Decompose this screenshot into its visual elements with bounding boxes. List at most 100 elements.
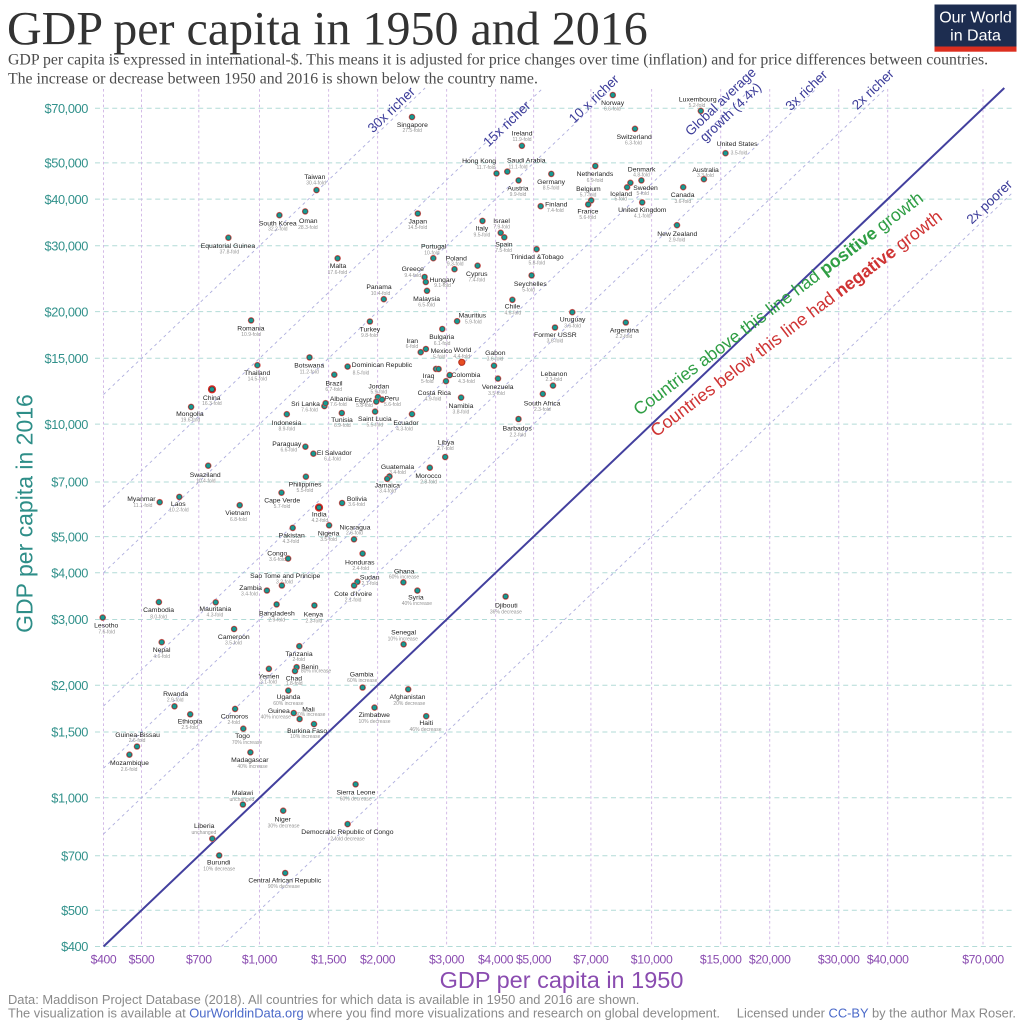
svg-text:10.9-fold: 10.9-fold: [241, 332, 261, 338]
svg-text:Niger: Niger: [275, 816, 292, 823]
svg-text:Gambia: Gambia: [350, 671, 374, 678]
svg-text:Ireland: Ireland: [512, 131, 533, 138]
svg-text:Mexico: Mexico: [431, 348, 453, 355]
svg-text:Portugal: Portugal: [421, 244, 447, 251]
svg-text:9.5-fold: 9.5-fold: [474, 233, 491, 239]
svg-text:Cyprus: Cyprus: [466, 271, 488, 278]
svg-text:GDP per capita in 1950: GDP per capita in 1950: [440, 967, 684, 993]
svg-text:19.6-fold: 19.6-fold: [181, 418, 201, 424]
svg-text:Cape Verde: Cape Verde: [264, 498, 300, 505]
svg-text:2.6-fold: 2.6-fold: [346, 531, 363, 537]
svg-text:$5,000: $5,000: [51, 529, 88, 544]
svg-text:India: India: [312, 512, 327, 519]
svg-text:Costa Rica: Costa Rica: [418, 390, 451, 397]
svg-text:2.5-fold: 2.5-fold: [181, 725, 198, 731]
svg-text:Turkey: Turkey: [360, 326, 381, 333]
svg-text:World: World: [454, 347, 472, 354]
svg-text:Barbados: Barbados: [503, 426, 533, 433]
svg-text:$2,000: $2,000: [360, 953, 396, 967]
svg-text:$500: $500: [129, 953, 155, 967]
svg-text:3.4-fold: 3.4-fold: [389, 470, 406, 476]
svg-text:Switzerland: Switzerland: [617, 134, 652, 141]
svg-text:4.4-fold: 4.4-fold: [453, 354, 470, 360]
svg-text:unchanged: unchanged: [230, 797, 255, 803]
svg-text:4.3-fold: 4.3-fold: [283, 539, 300, 545]
svg-text:United States: United States: [717, 141, 758, 148]
svg-text:7.6-fold: 7.6-fold: [301, 407, 318, 413]
svg-text:2.9-fold: 2.9-fold: [669, 237, 686, 243]
svg-text:Mauritania: Mauritania: [199, 606, 231, 613]
svg-text:46% decrease: 46% decrease: [410, 727, 442, 733]
svg-text:6.3-fold: 6.3-fold: [625, 141, 642, 147]
svg-text:2.1-fold: 2.1-fold: [260, 680, 277, 686]
svg-text:70% increase: 70% increase: [232, 740, 263, 746]
svg-text:Belgium: Belgium: [576, 186, 601, 193]
svg-text:3.5-fold: 3.5-fold: [488, 391, 505, 397]
svg-text:2.7-fold: 2.7-fold: [437, 446, 454, 452]
svg-text:5.8-fold: 5.8-fold: [356, 403, 373, 409]
svg-text:10.4-fold: 10.4-fold: [196, 478, 216, 484]
svg-text:4.6-fold: 4.6-fold: [153, 654, 170, 660]
svg-text:6.9-fold: 6.9-fold: [587, 178, 604, 184]
svg-text:5.9-fold: 5.9-fold: [370, 389, 387, 395]
svg-text:Spain: Spain: [495, 241, 513, 248]
svg-text:Luxembourg: Luxembourg: [679, 96, 717, 103]
svg-text:$15,000: $15,000: [700, 953, 742, 967]
svg-text:10-fold: 10-fold: [424, 250, 440, 256]
svg-text:Jamaica: Jamaica: [375, 483, 401, 490]
svg-text:2.2-fold: 2.2-fold: [616, 334, 633, 340]
svg-text:$10,000: $10,000: [45, 417, 89, 432]
svg-text:$400: $400: [91, 953, 117, 967]
svg-text:$1,500: $1,500: [311, 953, 347, 967]
svg-text:8.5-fold: 8.5-fold: [353, 370, 370, 376]
svg-text:7.6-fold: 7.6-fold: [330, 402, 347, 408]
svg-text:Panama: Panama: [366, 284, 392, 291]
svg-text:2.3-fold: 2.3-fold: [306, 618, 323, 624]
svg-text:$50,000: $50,000: [45, 156, 89, 171]
svg-text:Djibouti: Djibouti: [495, 602, 518, 609]
svg-text:5-fold: 5-fold: [614, 197, 627, 203]
svg-text:Sao Tome and Principe: Sao Tome and Principe: [250, 573, 320, 580]
svg-text:$3,000: $3,000: [429, 953, 465, 967]
svg-text:9.9-fold: 9.9-fold: [510, 192, 527, 198]
svg-text:4.6-fold: 4.6-fold: [504, 310, 521, 316]
svg-text:5.6-fold: 5.6-fold: [579, 215, 596, 221]
svg-text:Saint Lucia: Saint Lucia: [358, 416, 392, 423]
svg-text:Paraguay: Paraguay: [272, 441, 302, 448]
svg-text:6.6-fold: 6.6-fold: [604, 107, 621, 113]
svg-text:$7,000: $7,000: [573, 953, 609, 967]
svg-text:4.3-fold: 4.3-fold: [207, 612, 224, 618]
svg-text:Trinidad &Tobago: Trinidad &Tobago: [511, 254, 564, 261]
svg-text:90% decrease: 90% decrease: [268, 884, 300, 890]
svg-text:14.5-fold: 14.5-fold: [248, 377, 268, 383]
svg-text:60% decrease: 60% decrease: [340, 797, 372, 803]
svg-text:3.5-fold: 3.5-fold: [731, 151, 748, 157]
svg-text:2.3-fold: 2.3-fold: [545, 377, 562, 383]
svg-text:3.6-fold: 3.6-fold: [487, 357, 504, 363]
svg-text:4.3-fold: 4.3-fold: [396, 427, 413, 433]
svg-text:Guatemala: Guatemala: [381, 464, 414, 471]
svg-text:6.7-fold: 6.7-fold: [325, 387, 342, 393]
svg-text:Zimbabwe: Zimbabwe: [359, 712, 391, 719]
svg-text:7.5-fold: 7.5-fold: [495, 248, 512, 254]
svg-text:El Salvador: El Salvador: [317, 450, 352, 457]
svg-text:Swaziland: Swaziland: [190, 472, 221, 479]
svg-text:3.3-fold: 3.3-fold: [697, 173, 714, 179]
svg-text:Data: Maddison Project Databas: Data: Maddison Project Database (2018). …: [8, 992, 639, 1007]
svg-text:Sudan: Sudan: [360, 574, 380, 581]
svg-text:$4,000: $4,000: [51, 566, 88, 581]
svg-text:4.9-fold: 4.9-fold: [425, 397, 442, 403]
svg-text:5-fold: 5-fold: [636, 191, 649, 197]
svg-text:4.1-fold: 4.1-fold: [634, 214, 651, 220]
svg-text:2-fold decrease: 2-fold decrease: [330, 836, 365, 842]
svg-text:Netherlands: Netherlands: [577, 171, 614, 178]
svg-text:6.8-fold: 6.8-fold: [230, 517, 247, 523]
svg-text:$5,000: $5,000: [516, 953, 552, 967]
svg-text:7.4-fold: 7.4-fold: [468, 277, 485, 283]
svg-text:11.2-fold: 11.2-fold: [300, 369, 319, 375]
svg-text:Botswana: Botswana: [294, 362, 324, 369]
svg-text:80% increase: 80% increase: [301, 669, 332, 675]
svg-text:2-fold: 2-fold: [227, 720, 240, 726]
svg-text:GDP per capita in 2016: GDP per capita in 2016: [12, 394, 38, 633]
svg-text:Ghana: Ghana: [394, 568, 415, 575]
